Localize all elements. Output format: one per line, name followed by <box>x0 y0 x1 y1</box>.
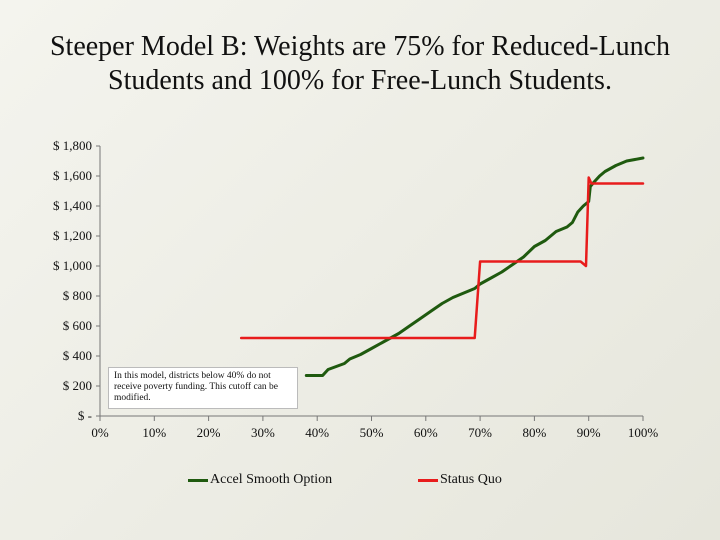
x-tick-label: 50% <box>360 425 384 440</box>
y-tick-label: $ 1,000 <box>53 258 92 273</box>
series-line-accel-smooth <box>304 156 645 377</box>
y-tick-label: $ - <box>78 408 92 423</box>
y-tick-label: $ 1,400 <box>53 198 92 213</box>
x-tick-label: 70% <box>468 425 492 440</box>
x-tick-label: 90% <box>577 425 601 440</box>
y-tick-label: $ 1,600 <box>53 168 92 183</box>
legend-item-accel: Accel Smooth Option <box>188 472 332 488</box>
y-tick-label: $ 200 <box>63 378 92 393</box>
legend-label-status: Status Quo <box>440 472 502 487</box>
legend-label-accel: Accel Smooth Option <box>210 472 333 487</box>
x-tick-label: 80% <box>522 425 546 440</box>
y-tick-label: $ 1,800 <box>53 138 92 153</box>
x-tick-label: 10% <box>142 425 166 440</box>
x-tick-label: 30% <box>251 425 275 440</box>
y-tick-label: $ 600 <box>63 318 92 333</box>
legend-item-status: Status Quo <box>418 472 502 488</box>
legend-swatch-accel <box>188 478 208 482</box>
x-tick-label: 40% <box>305 425 329 440</box>
cutoff-note: In this model, districts below 40% do no… <box>108 367 298 409</box>
x-tick-label: 0% <box>91 425 109 440</box>
y-tick-label: $ 1,200 <box>53 228 92 243</box>
x-tick-label: 60% <box>414 425 438 440</box>
x-tick-label: 100% <box>628 425 659 440</box>
y-tick-label: $ 400 <box>63 348 92 363</box>
chart-title-line2: Students and 100% for Free-Lunch Student… <box>108 65 612 96</box>
legend-swatch-status <box>418 478 438 482</box>
y-tick-label: $ 800 <box>63 288 92 303</box>
chart-title-line1: Steeper Model B: Weights are 75% for Red… <box>49 31 671 62</box>
x-tick-label: 20% <box>197 425 221 440</box>
chart-title: Steeper Model B: Weights are 75% for Red… <box>0 30 720 98</box>
series-line-status-quo <box>239 176 645 340</box>
series-layer <box>239 156 645 377</box>
axes: $ - $ 200 $ 400 $ 600 $ 800 $ 1,000 $ 1,200 $ 1… <box>53 138 658 440</box>
